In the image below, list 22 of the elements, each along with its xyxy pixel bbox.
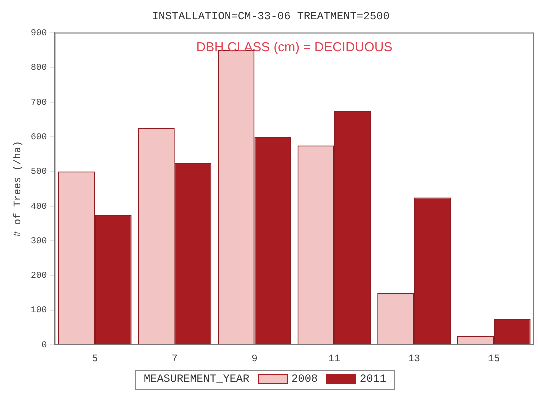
- y-tick-label: 300: [31, 236, 48, 246]
- y-tick-label: 500: [31, 167, 48, 178]
- annotation: DBH CLASS (cm) = DECIDUOUS: [196, 39, 393, 54]
- legend-label: 2008: [290, 374, 318, 386]
- y-tick-label: 600: [31, 132, 48, 143]
- y-tick-label: 200: [31, 271, 48, 282]
- y-tick-label: 400: [31, 202, 48, 212]
- x-tick-label: 15: [488, 354, 500, 366]
- y-tick-label: 100: [31, 306, 48, 316]
- chart-title: INSTALLATION=CM-33-06 TREATMENT=2500: [152, 12, 390, 24]
- y-tick-label: 700: [31, 98, 48, 108]
- x-tick-label: 13: [408, 354, 420, 366]
- y-axis-title: # of Trees (/ha): [12, 141, 25, 238]
- x-tick-label: 9: [252, 354, 258, 366]
- y-tick-label: 900: [31, 28, 48, 39]
- y-tick-label: 800: [31, 63, 48, 74]
- legend-title: MEASUREMENT_YEAR: [144, 374, 250, 386]
- y-tick-label: 0: [42, 340, 48, 350]
- legend-label: 2011: [359, 374, 386, 386]
- x-tick-label: 5: [92, 354, 98, 366]
- x-tick-label: 11: [328, 354, 341, 366]
- x-tick-label: 7: [172, 354, 178, 366]
